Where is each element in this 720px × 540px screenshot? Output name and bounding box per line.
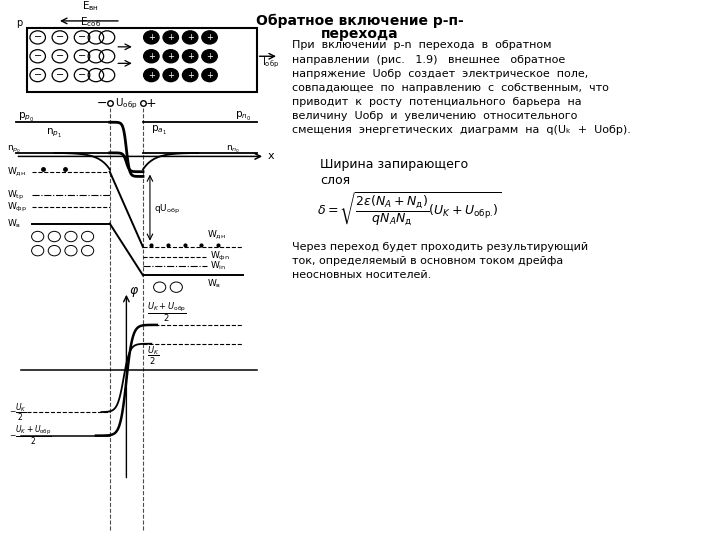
Text: $\varphi$: $\varphi$ [129,285,139,299]
Text: перехода: перехода [321,27,399,41]
Text: +: + [206,71,213,79]
Text: W$_\mathrm{фn}$: W$_\mathrm{фn}$ [210,250,230,263]
Circle shape [143,31,159,44]
Text: +: + [186,33,194,42]
Text: величину  Uобр  и  увеличению  относительного: величину Uобр и увеличению относительног… [292,111,577,121]
Text: −: − [78,32,86,43]
Text: −: − [56,70,64,80]
Text: +: + [206,52,213,61]
Text: −: − [34,32,42,43]
Text: +: + [206,33,213,42]
Circle shape [163,50,179,63]
Text: W$_\mathrm{в}$: W$_\mathrm{в}$ [7,217,22,230]
Text: p$_{n_0}$: p$_{n_0}$ [235,110,251,123]
Text: W$_\mathrm{фр}$: W$_\mathrm{фр}$ [7,200,27,214]
Text: $\dfrac{U_K+U_\text{обр}}{2}$: $\dfrac{U_K+U_\text{обр}}{2}$ [147,300,187,323]
Text: W$_\mathrm{in}$: W$_\mathrm{in}$ [210,260,226,272]
Text: смещения  энергетических  диаграмм  на  q(Uₖ  +  Uобр).: смещения энергетических диаграмм на q(Uₖ… [292,125,631,135]
Text: +: + [148,71,155,79]
Text: +: + [186,71,194,79]
Text: I$_\mathrm{обр}$: I$_\mathrm{обр}$ [262,56,279,71]
Text: При  включении  p-n  перехода  в  обратном: При включении p-n перехода в обратном [292,40,551,51]
Text: неосновных носителей.: неосновных носителей. [292,270,431,280]
Text: W$_\mathrm{дн}$: W$_\mathrm{дн}$ [7,165,26,178]
Text: направлении  (рис.   1.9)   внешнее   обратное: направлении (рис. 1.9) внешнее обратное [292,55,565,65]
Text: −: − [78,70,86,80]
Text: приводит  к  росту  потенциального  барьера  на: приводит к росту потенциального барьера … [292,97,581,107]
Text: совпадающее  по  направлению  с  собственным,  что: совпадающее по направлению с собственным… [292,83,608,93]
Text: p$_{p_0}$: p$_{p_0}$ [18,110,35,123]
Circle shape [182,31,198,44]
Circle shape [143,69,159,82]
Text: n$_{p_0}$: n$_{p_0}$ [7,144,22,155]
Text: U$_\mathrm{обр}$: U$_\mathrm{обр}$ [115,96,138,111]
Text: +: + [186,52,194,61]
Text: $\dfrac{U_K}{2}$: $\dfrac{U_K}{2}$ [147,345,160,367]
Text: −: − [56,32,64,43]
Text: n$_{n_0}$: n$_{n_0}$ [226,144,240,155]
Text: −: − [34,51,42,61]
Text: +: + [167,71,174,79]
Text: +: + [148,33,155,42]
Text: напряжение  Uобр  создает  электрическое  поле,: напряжение Uобр создает электрическое по… [292,69,588,79]
Text: Ширина запирающего: Ширина запирающего [320,158,469,171]
Text: слоя: слоя [320,174,351,187]
Circle shape [182,50,198,63]
Circle shape [163,31,179,44]
Text: qU$_\mathrm{обр}$: qU$_\mathrm{обр}$ [154,203,180,216]
Text: W$_\mathrm{дн}$: W$_\mathrm{дн}$ [207,228,226,241]
Text: $-\dfrac{U_K+U_\text{обр}}{2}$: $-\dfrac{U_K+U_\text{обр}}{2}$ [9,424,51,447]
Text: $-\dfrac{U_K}{2}$: $-\dfrac{U_K}{2}$ [9,401,27,423]
Text: p$_{a_1}$: p$_{a_1}$ [151,124,167,137]
Text: W$_\mathrm{в}$: W$_\mathrm{в}$ [207,278,221,291]
Text: −: − [56,51,64,61]
Text: W$_\mathrm{tр}$: W$_\mathrm{tр}$ [7,189,24,202]
Text: −: − [34,70,42,80]
Text: +: + [145,97,156,110]
Text: n$_{p_1}$: n$_{p_1}$ [46,126,62,139]
Circle shape [143,50,159,63]
Text: ток, определяемый в основном током дрейфа: ток, определяемый в основном током дрейф… [292,256,563,266]
Text: x: x [267,151,274,161]
Text: $\delta = \sqrt{\dfrac{2\varepsilon(N_A + N_\text{д})}{qN_A N_\text{д}}(U_K + U_: $\delta = \sqrt{\dfrac{2\varepsilon(N_A … [317,191,501,228]
Text: −: − [78,51,86,61]
Text: р: р [17,18,23,28]
Text: +: + [148,52,155,61]
Text: +: + [167,33,174,42]
Circle shape [202,69,217,82]
Text: E$_\mathrm{соб}$: E$_\mathrm{соб}$ [80,16,101,29]
Circle shape [202,50,217,63]
Text: Через переход будет проходить результирующий: Через переход будет проходить результиру… [292,242,588,252]
Circle shape [163,69,179,82]
Circle shape [182,69,198,82]
Text: Обратное включение р-п-: Обратное включение р-п- [256,14,464,28]
Circle shape [202,31,217,44]
Text: +: + [167,52,174,61]
Text: −: − [96,97,107,110]
Text: E$_\mathrm{вн}$: E$_\mathrm{вн}$ [82,0,99,13]
